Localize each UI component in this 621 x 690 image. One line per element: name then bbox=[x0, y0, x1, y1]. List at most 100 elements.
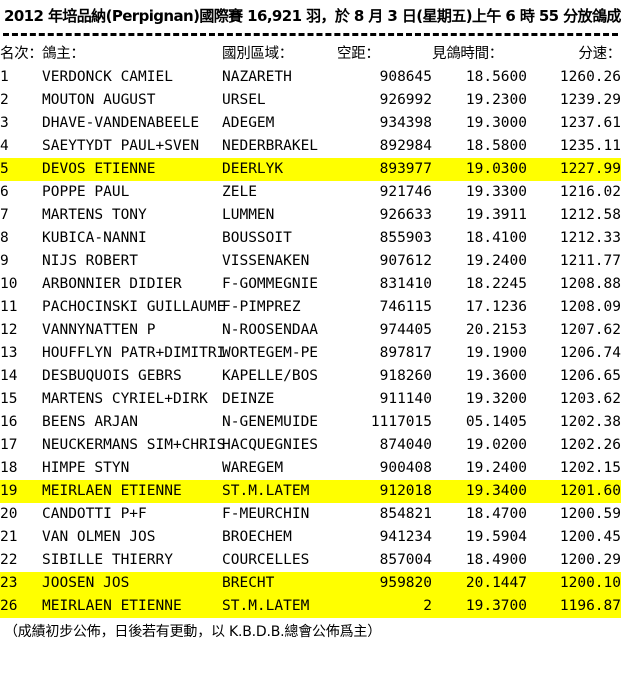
cell-rank: 19 bbox=[0, 480, 42, 503]
cell-speed: 1200.10 bbox=[527, 572, 621, 595]
cell-rank: 23 bbox=[0, 572, 42, 595]
cell-speed: 1227.99 bbox=[527, 158, 621, 181]
cell-owner: VANNYNATTEN P bbox=[42, 322, 156, 338]
cell-time: 19.3400 bbox=[432, 480, 527, 503]
cell-time: 19.1900 bbox=[465, 345, 527, 361]
cell-distance: 831410 bbox=[379, 276, 432, 292]
cell-time: 18.4100 bbox=[465, 230, 527, 246]
cell-speed: 1201.60 bbox=[527, 480, 621, 503]
cell-time: 19.3000 bbox=[465, 115, 527, 131]
cell-region: WAREGEM bbox=[222, 460, 284, 476]
column-header-rank: 名次： bbox=[0, 46, 43, 62]
cell-region: ZELE bbox=[222, 184, 257, 200]
cell-rank: 16 bbox=[0, 414, 18, 430]
column-header-owner: 鴿主： bbox=[42, 46, 85, 62]
cell-rank: 1 bbox=[0, 69, 9, 85]
cell-speed: 1239.29 bbox=[559, 92, 621, 108]
cell-owner: DEVOS ETIENNE bbox=[42, 158, 222, 181]
cell-distance: 941234 bbox=[379, 529, 432, 545]
cell-region: BRECHT bbox=[222, 572, 337, 595]
cell-rank: 11 bbox=[0, 299, 18, 315]
cell-time: 19.3300 bbox=[465, 184, 527, 200]
cell-time: 05.1405 bbox=[465, 414, 527, 430]
table-header: 名次： 鴿主： 國別區域： 空距： 見鴿時間： 分速： bbox=[0, 43, 621, 66]
cell-distance: 934398 bbox=[379, 115, 432, 131]
cell-owner: HOUFFLYN PATR+DIMITRI bbox=[42, 345, 226, 361]
cell-owner: SAEYTYDT PAUL+SVEN bbox=[42, 138, 200, 154]
table-row: 3 DHAVE-VANDENABEELE ADEGEM 934398 19.3000 12… bbox=[0, 112, 621, 135]
cell-distance: 908645 bbox=[379, 69, 432, 85]
cell-rank: 5 bbox=[0, 158, 42, 181]
cell-region: URSEL bbox=[222, 92, 266, 108]
cell-region: ST.M.LATEM bbox=[222, 595, 337, 618]
cell-region: ADEGEM bbox=[222, 115, 275, 131]
horizontal-divider bbox=[3, 33, 618, 39]
cell-time: 19.2400 bbox=[465, 253, 527, 269]
cell-region: F-MEURCHIN bbox=[222, 506, 310, 522]
table-row: 8 KUBICA-NANNI BOUSSOIT 855903 18.4100 1212.3… bbox=[0, 227, 621, 250]
cell-distance: 874040 bbox=[379, 437, 432, 453]
table-row: 16 BEENS ARJAN N-GENEMUIDE 1117015 05.1405 12… bbox=[0, 411, 621, 434]
cell-region: BROECHEM bbox=[222, 529, 292, 545]
cell-speed: 1200.45 bbox=[559, 529, 621, 545]
cell-speed: 1200.29 bbox=[559, 552, 621, 568]
cell-speed: 1206.65 bbox=[559, 368, 621, 384]
cell-time: 17.1236 bbox=[465, 299, 527, 315]
cell-time: 18.5600 bbox=[465, 69, 527, 85]
cell-rank: 15 bbox=[0, 391, 18, 407]
cell-speed: 1207.62 bbox=[559, 322, 621, 338]
cell-rank: 14 bbox=[0, 368, 18, 384]
race-results-table: 名次： 鴿主： 國別區域： 空距： 見鴿時間： 分速： 1 VERDONCK CA… bbox=[0, 43, 621, 618]
column-header-time: 見鴿時間： bbox=[432, 46, 503, 62]
table-row: 5 DEVOS ETIENNE DEERLYK 893977 19.0300 1227.9… bbox=[0, 158, 621, 181]
column-header-region: 國別區域： bbox=[222, 46, 293, 62]
cell-time: 18.4900 bbox=[465, 552, 527, 568]
cell-time: 19.2300 bbox=[465, 92, 527, 108]
cell-owner: SIBILLE THIERRY bbox=[42, 552, 173, 568]
cell-region: KAPELLE/BOS bbox=[222, 368, 319, 384]
cell-region: HACQUEGNIES bbox=[222, 437, 319, 453]
cell-region: NEDERBRAKEL bbox=[222, 138, 319, 154]
cell-time: 18.4700 bbox=[465, 506, 527, 522]
cell-speed: 1235.11 bbox=[559, 138, 621, 154]
cell-distance: 911140 bbox=[379, 391, 432, 407]
table-row: 7 MARTENS TONY LUMMEN 926633 19.3911 1212.58 bbox=[0, 204, 621, 227]
cell-owner: MARTENS CYRIEL+DIRK bbox=[42, 391, 208, 407]
cell-time: 19.3600 bbox=[465, 368, 527, 384]
cell-owner: DESBUQUOIS GEBRS bbox=[42, 368, 182, 384]
cell-distance: 918260 bbox=[379, 368, 432, 384]
cell-speed: 1202.26 bbox=[559, 437, 621, 453]
cell-owner: PACHOCINSKI GUILLAUME bbox=[42, 299, 226, 315]
table-row: 11 PACHOCINSKI GUILLAUME F-PIMPREZ 746115 17… bbox=[0, 296, 621, 319]
cell-distance: 854821 bbox=[379, 506, 432, 522]
table-row: 6 POPPE PAUL ZELE 921746 19.3300 1216.02 bbox=[0, 181, 621, 204]
cell-rank: 7 bbox=[0, 207, 9, 223]
page-title: 2012 年培品納(Perpignan)國際賽 16,921 羽，於 8 月 3… bbox=[4, 7, 621, 25]
cell-speed: 1203.62 bbox=[559, 391, 621, 407]
table-row: 23 JOOSEN JOS BRECHT 959820 20.1447 1200.10 bbox=[0, 572, 621, 595]
cell-time: 18.2245 bbox=[465, 276, 527, 292]
cell-time: 19.3200 bbox=[465, 391, 527, 407]
cell-region: LUMMEN bbox=[222, 207, 275, 223]
cell-speed: 1260.26 bbox=[559, 69, 621, 85]
cell-region: N-ROOSENDAA bbox=[222, 322, 319, 338]
cell-rank: 12 bbox=[0, 322, 18, 338]
cell-speed: 1208.09 bbox=[559, 299, 621, 315]
cell-owner: JOOSEN JOS bbox=[42, 572, 222, 595]
cell-distance: 1117015 bbox=[370, 414, 432, 430]
cell-owner: ARBONNIER DIDIER bbox=[42, 276, 182, 292]
cell-speed: 1200.59 bbox=[559, 506, 621, 522]
cell-distance: 746115 bbox=[379, 299, 432, 315]
cell-owner: MEIRLAEN ETIENNE bbox=[42, 595, 222, 618]
cell-distance: 900408 bbox=[379, 460, 432, 476]
cell-region: F-PIMPREZ bbox=[222, 299, 301, 315]
cell-speed: 1202.15 bbox=[559, 460, 621, 476]
cell-distance: 897817 bbox=[379, 345, 432, 361]
cell-rank: 9 bbox=[0, 253, 9, 269]
cell-distance: 857004 bbox=[379, 552, 432, 568]
cell-owner: DHAVE-VANDENABEELE bbox=[42, 115, 200, 131]
cell-speed: 1212.58 bbox=[559, 207, 621, 223]
table-row: 20 CANDOTTI P+F F-MEURCHIN 854821 18.4700 120… bbox=[0, 503, 621, 526]
cell-region: F-GOMMEGNIE bbox=[222, 276, 319, 292]
cell-rank: 2 bbox=[0, 92, 9, 108]
